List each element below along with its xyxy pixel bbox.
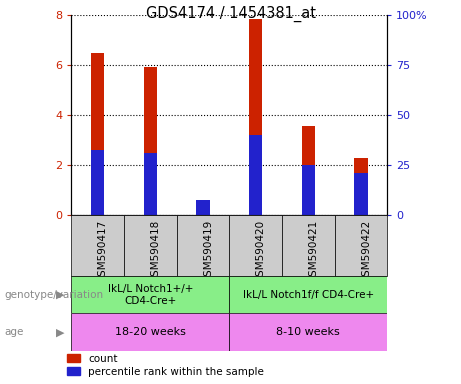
Bar	[196, 200, 210, 215]
Bar	[71, 276, 229, 313]
Bar	[177, 215, 229, 276]
Bar	[229, 215, 282, 276]
Text: 8-10 weeks: 8-10 weeks	[277, 327, 340, 337]
Bar	[249, 19, 262, 215]
Bar	[91, 150, 104, 215]
Bar	[301, 165, 315, 215]
Bar	[355, 173, 367, 215]
Bar	[71, 215, 124, 276]
Legend: count, percentile rank within the sample: count, percentile rank within the sample	[65, 351, 266, 379]
Text: ▶: ▶	[56, 327, 65, 337]
Text: GSM590422: GSM590422	[361, 220, 371, 283]
Bar	[71, 313, 229, 351]
Text: GSM590421: GSM590421	[308, 220, 318, 283]
Bar	[249, 135, 262, 215]
Bar	[144, 66, 157, 215]
Bar	[282, 215, 335, 276]
Bar	[229, 276, 387, 313]
Text: GSM590420: GSM590420	[256, 220, 266, 283]
Text: 18-20 weeks: 18-20 weeks	[115, 327, 186, 337]
Text: genotype/variation: genotype/variation	[5, 290, 104, 300]
Text: age: age	[5, 327, 24, 337]
Bar	[91, 53, 104, 215]
Text: GSM590419: GSM590419	[203, 220, 213, 283]
Text: GSM590417: GSM590417	[98, 220, 108, 283]
Bar	[124, 215, 177, 276]
Text: GSM590418: GSM590418	[150, 220, 160, 283]
Bar	[355, 158, 367, 215]
Bar	[335, 215, 387, 276]
Bar	[229, 313, 387, 351]
Text: IkL/L Notch1+/+
CD4-Cre+: IkL/L Notch1+/+ CD4-Cre+	[108, 284, 193, 306]
Text: ▶: ▶	[56, 290, 65, 300]
Text: GDS4174 / 1454381_at: GDS4174 / 1454381_at	[146, 6, 315, 22]
Bar	[196, 206, 210, 215]
Text: IkL/L Notch1f/f CD4-Cre+: IkL/L Notch1f/f CD4-Cre+	[243, 290, 374, 300]
Bar	[301, 126, 315, 215]
Bar	[144, 152, 157, 215]
